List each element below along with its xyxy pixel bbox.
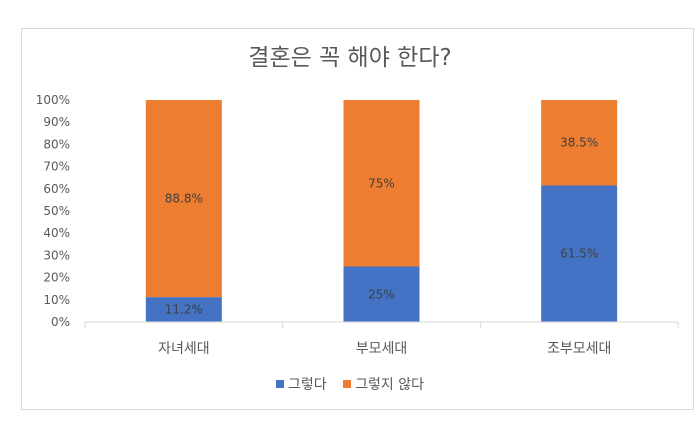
- y-tick-label: 30%: [43, 248, 70, 262]
- y-tick-label: 20%: [43, 271, 70, 285]
- data-label: 38.5%: [560, 136, 598, 150]
- category-label: 자녀세대: [158, 341, 210, 357]
- y-tick-label: 10%: [43, 293, 70, 307]
- y-tick-label: 80%: [43, 137, 70, 151]
- legend-swatch-no: [343, 380, 352, 388]
- legend: 그렇다 그렇지 않다: [0, 374, 700, 394]
- legend-item-no: 그렇지 않다: [343, 374, 424, 394]
- data-label: 88.8%: [165, 192, 203, 206]
- legend-item-yes: 그렇다: [276, 374, 327, 394]
- category-label: 조부모세대: [547, 341, 611, 357]
- bar-no: [541, 100, 618, 186]
- data-label: 61.5%: [560, 247, 598, 261]
- category-label: 부모세대: [356, 341, 408, 357]
- legend-label-yes: 그렇다: [288, 377, 327, 393]
- data-label: 11.2%: [165, 303, 203, 317]
- y-tick-label: 100%: [36, 93, 70, 107]
- data-label: 75%: [368, 176, 395, 190]
- bar-no: [343, 100, 420, 267]
- y-tick-label: 90%: [43, 115, 70, 129]
- y-tick-label: 0%: [51, 315, 70, 329]
- y-tick-label: 50%: [43, 204, 70, 218]
- y-tick-label: 70%: [43, 160, 70, 174]
- bar-yes: [541, 185, 618, 322]
- bar-yes: [343, 266, 420, 322]
- data-label: 25%: [368, 287, 395, 301]
- bar-no: [145, 100, 222, 298]
- bar-yes: [145, 297, 222, 322]
- chart-title: 결혼은 꼭 해야 한다?: [248, 45, 452, 71]
- legend-label-no: 그렇지 않다: [355, 377, 424, 393]
- y-tick-label: 60%: [43, 182, 70, 196]
- y-tick-label: 40%: [43, 226, 70, 240]
- legend-swatch-yes: [276, 380, 285, 388]
